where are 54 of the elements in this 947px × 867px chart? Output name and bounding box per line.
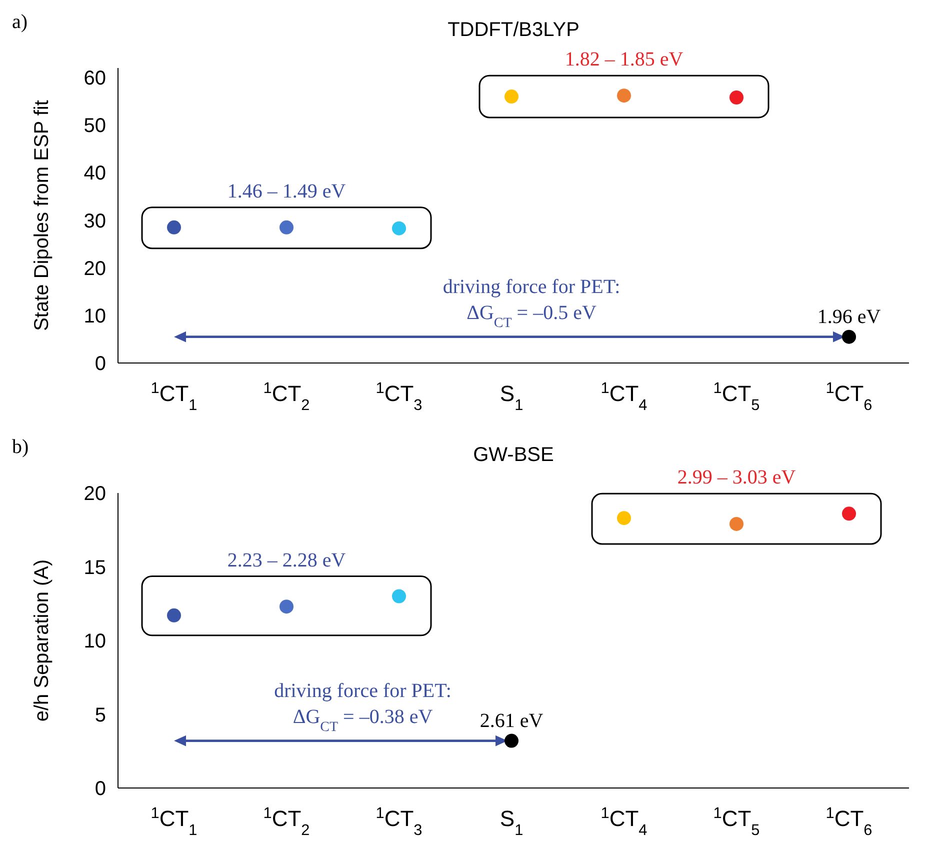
annotation: driving force for PET: ΔG$_{CT}$ = –0.5 eV (442, 276, 620, 330)
x-tick-label: $^{1}$CT$_{4}$ (600, 380, 648, 414)
y-tick-label: 10 (84, 305, 106, 328)
x-tick-label: $^{1}$CT$_{6}$ (826, 804, 872, 838)
y-tick-label: 50 (84, 115, 106, 138)
point (842, 506, 856, 521)
x-tick-label: S$_{1}$ (500, 381, 524, 414)
x-tick-label: $^{1}$CT$_{5}$ (713, 804, 760, 838)
x-tick-label: $^{1}$CT$_{2}$ (263, 804, 310, 838)
chart-title: GW-BSE (473, 444, 554, 466)
y-tick-label: 20 (84, 483, 106, 505)
y-axis-title: e/h Separation (A) (31, 559, 53, 722)
point (167, 220, 181, 234)
y-tick-label: 10 (84, 630, 106, 652)
point (617, 88, 631, 103)
annotation: driving force for PET: ΔG$_{CT}$ = –0.38 eV (274, 680, 452, 734)
point (392, 589, 406, 604)
y-tick-label: 30 (84, 210, 106, 232)
point (730, 90, 744, 104)
annotation: 2.99 – 3.03 eV (677, 466, 796, 489)
x-tick-label: $^{1}$CT$_{1}$ (150, 380, 198, 414)
x-tick-label: $^{1}$CT$_{3}$ (376, 804, 422, 838)
x-tick-label: $^{1}$CT$_{6}$ (826, 380, 872, 414)
y-tick-label: 5 (94, 704, 106, 726)
text: b) (12, 436, 29, 458)
y-tick-label: 60 (84, 68, 106, 90)
y-axis-title: State Dipoles from ESP fit (31, 100, 53, 331)
y-tick-label: 0 (94, 778, 106, 800)
y-tick-label: 0 (94, 353, 106, 375)
annotation: 1.82 – 1.85 eV (564, 48, 684, 71)
x-tick-label: $^{1}$CT$_{3}$ (376, 380, 422, 414)
annotation: 1.46 – 1.49 eV (227, 180, 346, 202)
x-tick-label: $^{1}$CT$_{2}$ (263, 380, 310, 414)
annotation: 2.61 eV (480, 710, 544, 732)
point (504, 734, 518, 748)
point (842, 330, 856, 344)
point (504, 90, 518, 104)
chart-title: TDDFT/B3LYP (448, 19, 580, 41)
point (617, 511, 631, 526)
point (280, 600, 294, 614)
y-tick-label: 15 (84, 556, 106, 579)
text: a) (12, 11, 28, 33)
point (280, 220, 294, 234)
x-tick-label: $^{1}$CT$_{5}$ (713, 380, 760, 414)
annotation: 1.96 eV (817, 306, 882, 328)
point (392, 221, 406, 236)
point (730, 516, 744, 531)
y-tick-label: 20 (84, 258, 106, 280)
annotation: 2.23 – 2.28 eV (227, 549, 346, 572)
x-tick-label: $^{1}$CT$_{1}$ (150, 804, 198, 838)
y-tick-label: 40 (84, 162, 106, 185)
x-tick-label: S$_{1}$ (500, 806, 524, 838)
x-tick-label: $^{1}$CT$_{4}$ (600, 804, 648, 838)
point (167, 608, 181, 622)
